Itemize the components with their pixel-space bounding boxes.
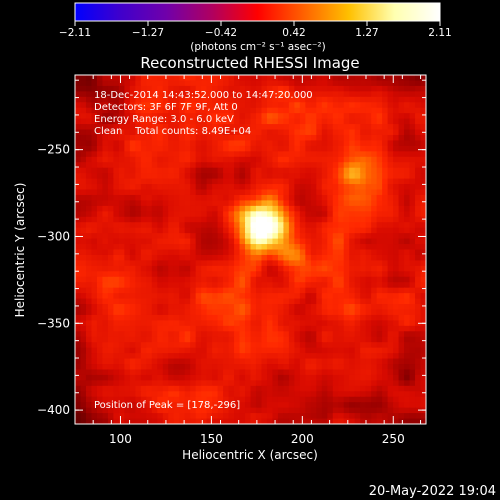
x-tick-label: 100 — [109, 432, 132, 446]
heatmap-image — [75, 75, 426, 424]
annotation-time-range: 18-Dec-2014 14:43:52.000 to 14:47:20.000 — [94, 90, 313, 101]
x-tick-label: 150 — [200, 432, 223, 446]
colorbar-ticks: −2.11 −1.27 −0.42 0.42 1.27 2.11 — [59, 21, 452, 39]
colorbar-tick-label: 2.11 — [428, 27, 451, 39]
colorbar — [74, 2, 441, 22]
chart-title: Reconstructed RHESSI Image — [140, 54, 359, 72]
colorbar-tick-label: −2.11 — [59, 27, 91, 39]
annotation-detectors: Detectors: 3F 6F 7F 9F, Att 0 — [94, 102, 238, 113]
timestamp: 20-May-2022 19:04 — [369, 484, 496, 499]
x-tick-label: 200 — [291, 432, 314, 446]
peak-position-label: Position of Peak = [178,-296] — [94, 400, 240, 411]
colorbar-tick-label: −0.42 — [205, 27, 237, 39]
y-tick-label: −400 — [37, 403, 70, 417]
x-tick-label: 250 — [382, 432, 405, 446]
colorbar-unit-label: (photons cm⁻² s⁻¹ asec⁻²) — [190, 41, 325, 53]
y-tick-label: −350 — [37, 316, 70, 330]
y-tick-label: −250 — [37, 143, 70, 157]
colorbar-tick-label: −1.27 — [132, 27, 164, 39]
colorbar-tick-label: 0.42 — [282, 27, 305, 39]
x-axis-title: Heliocentric X (arcsec) — [182, 448, 318, 462]
y-tick-label: −300 — [37, 229, 70, 243]
annotation-clean-counts: Clean Total counts: 8.49E+04 — [94, 126, 251, 137]
plot-frame — [74, 74, 427, 425]
y-axis-title: Heliocentric Y (arcsec) — [13, 183, 27, 318]
annotation-energy-range: Energy Range: 3.0 - 6.0 keV — [94, 114, 234, 125]
axes: 100 150 200 250 −250 −300 −350 −400 — [37, 75, 426, 446]
colorbar-tick-label: 1.27 — [355, 27, 378, 39]
